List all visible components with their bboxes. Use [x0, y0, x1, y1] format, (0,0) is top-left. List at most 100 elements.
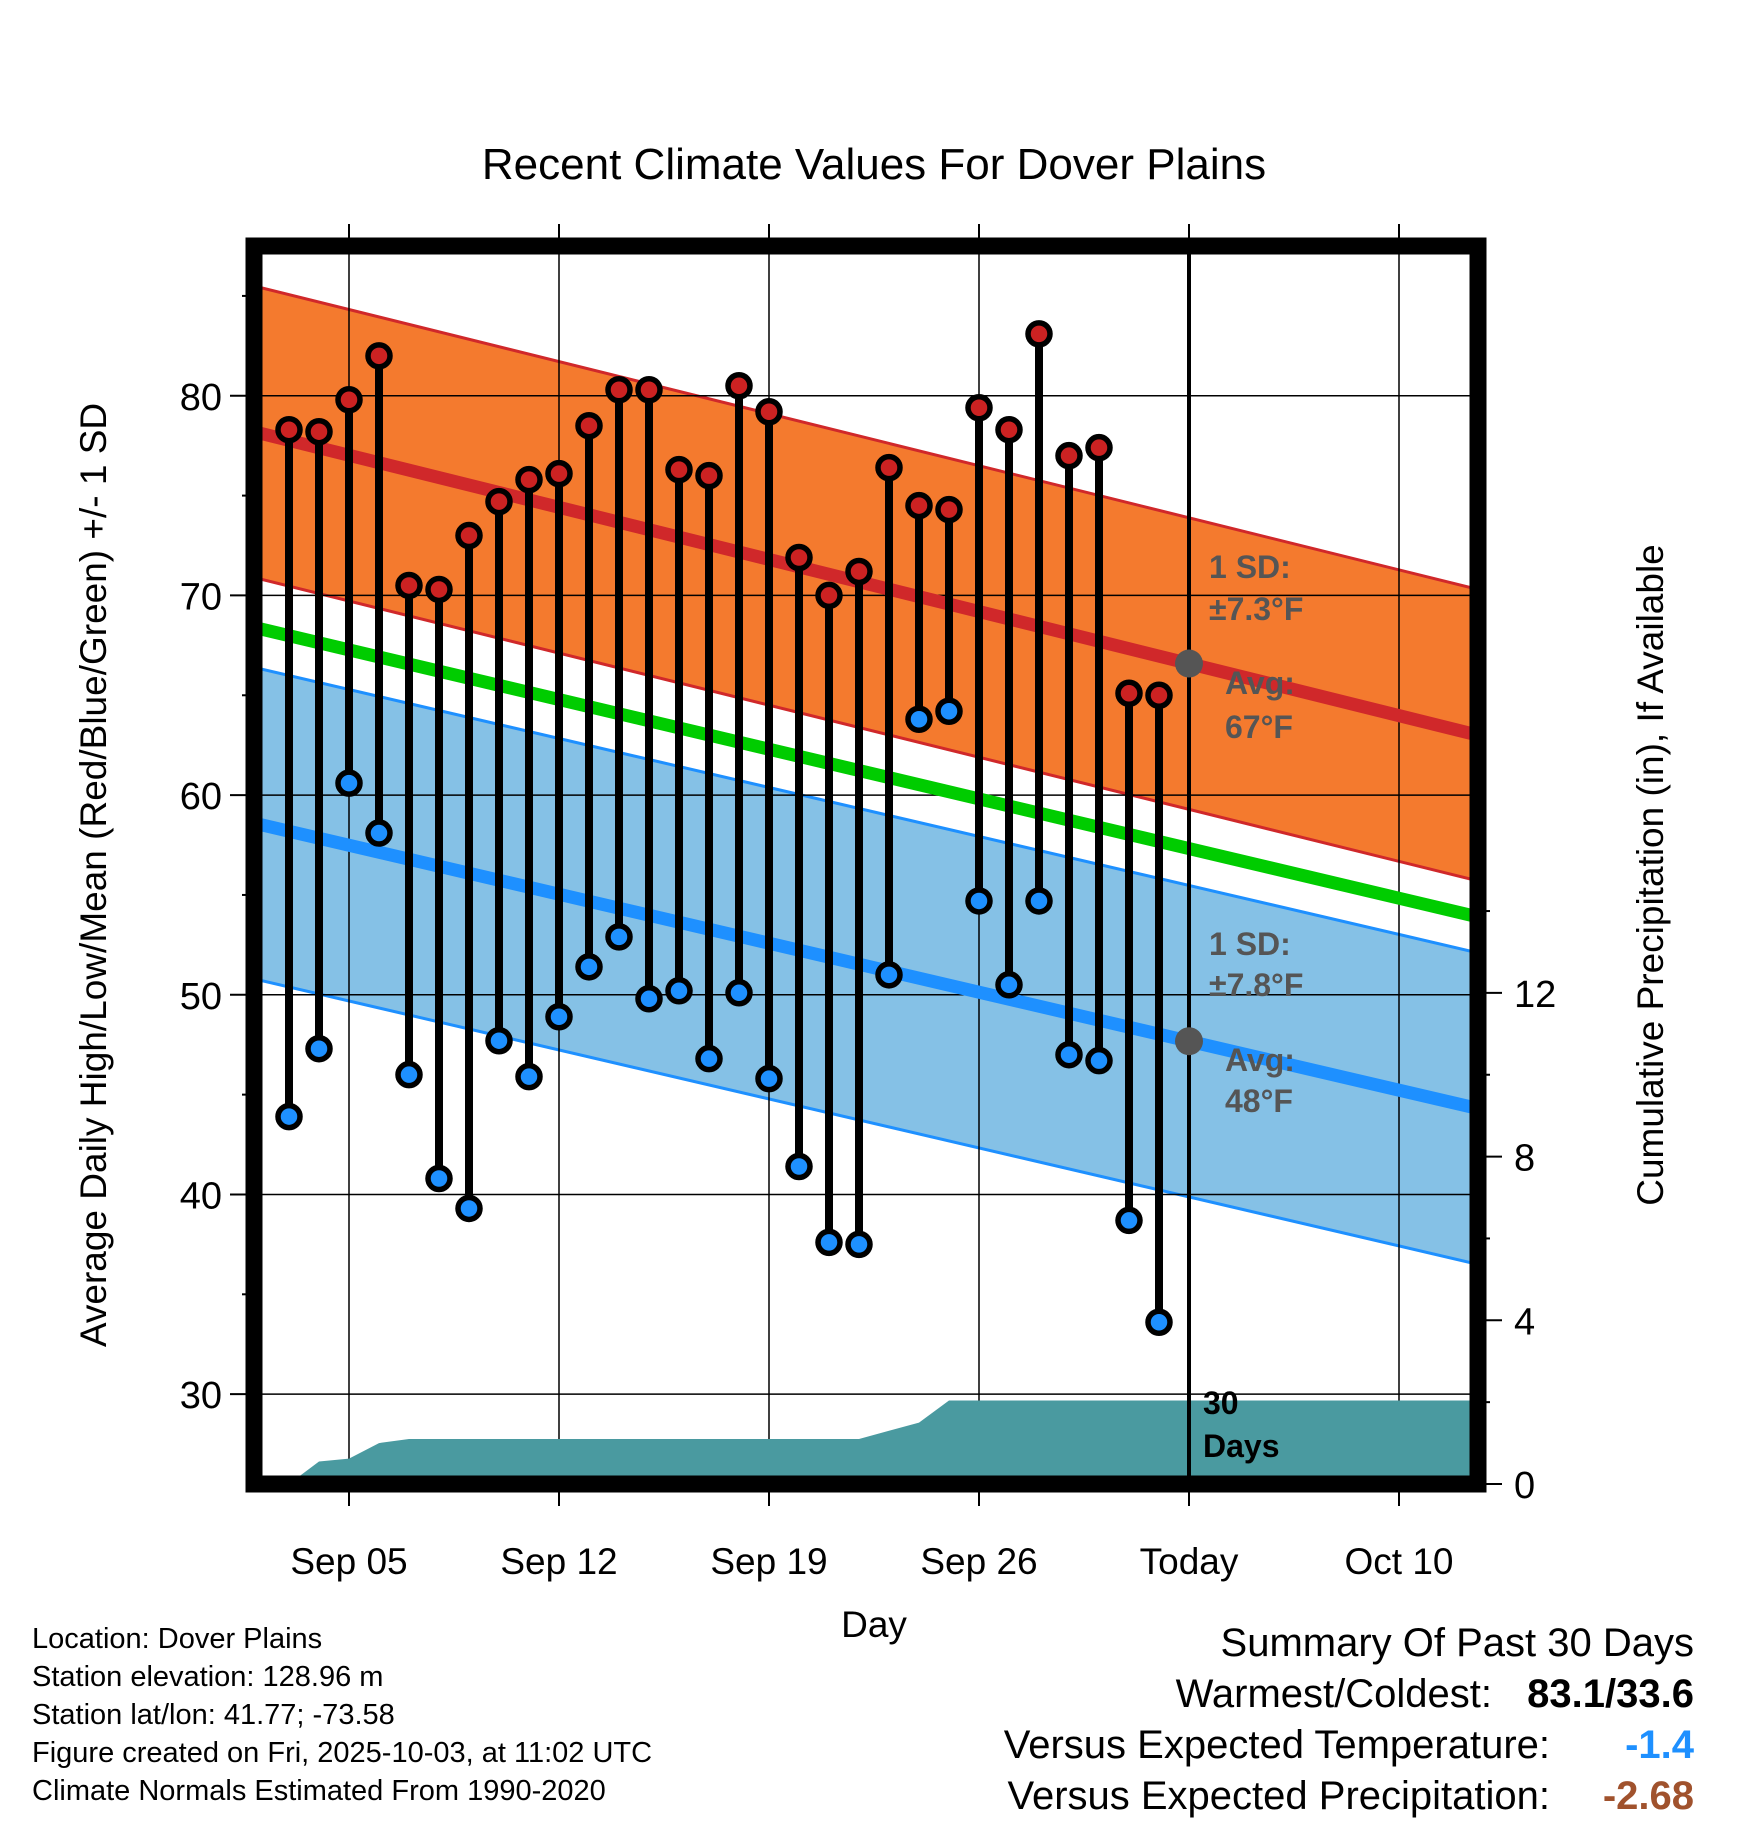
y-tick-label: 60	[180, 776, 222, 818]
high-point	[755, 397, 783, 426]
location-text: Location: Dover Plains	[32, 1623, 323, 1655]
summary-panel: Summary Of Past 30 Days Warmest/Coldest:…	[1004, 1618, 1694, 1822]
high-point	[1115, 679, 1143, 708]
high-point	[455, 521, 483, 550]
high-point	[515, 465, 543, 494]
low-point	[905, 705, 933, 733]
low-point	[275, 1102, 303, 1131]
low-point	[935, 697, 963, 725]
low-point	[755, 1064, 783, 1093]
normal-high-line	[254, 425, 1478, 742]
precip-area	[254, 1400, 1478, 1484]
high-point	[335, 386, 363, 414]
x-axis-label: Day	[841, 1604, 907, 1645]
x-tick-label: Sep 19	[710, 1541, 827, 1582]
low-point	[965, 887, 993, 915]
low-sd-label: 1 SD:	[1209, 926, 1291, 962]
y-tick-label: 70	[180, 576, 222, 618]
low-point	[1145, 1308, 1173, 1337]
chart-title: Recent Climate Values For Dover Plains	[482, 140, 1266, 189]
y2-axis-label: Cumulative Precipitation (in), If Availa…	[1630, 544, 1671, 1206]
plot-inner	[254, 246, 1478, 1484]
y-axis-label: Average Daily High/Low/Mean (Red/Blue/Gr…	[73, 403, 114, 1347]
latlon-text: Station lat/lon: 41.77; -73.58	[32, 1699, 395, 1731]
low-point	[1025, 887, 1053, 915]
high-sd-band-upper-edge	[254, 284, 1478, 591]
high-point	[545, 459, 573, 488]
low-point	[455, 1194, 483, 1223]
x-tick-label: Sep 05	[290, 1541, 407, 1582]
low-point	[845, 1230, 873, 1259]
high-point	[1085, 433, 1113, 462]
high-avg-value: 67°F	[1225, 709, 1293, 745]
high-point	[575, 411, 603, 440]
normals-text: Climate Normals Estimated From 1990-2020	[32, 1775, 606, 1807]
today-high-avg-marker	[1175, 649, 1203, 678]
high-point	[1025, 320, 1053, 348]
low-point	[785, 1152, 813, 1181]
precip-anomaly-value: -2.68	[1602, 1774, 1694, 1818]
y2-tick-label: 4	[1514, 1301, 1535, 1343]
today-low-avg-marker	[1175, 1027, 1203, 1056]
low-point	[1055, 1040, 1083, 1069]
created-text: Figure created on Fri, 2025-10-03, at 11…	[32, 1737, 653, 1769]
high-point	[605, 376, 633, 404]
precip-anomaly-label: Versus Expected Precipitation:	[1007, 1774, 1550, 1818]
temp-anomaly-label: Versus Expected Temperature:	[1003, 1723, 1550, 1767]
low-point	[365, 819, 393, 847]
low-point	[305, 1034, 333, 1063]
y-tick-label: 80	[180, 377, 222, 419]
y-tick-label: 40	[180, 1175, 222, 1217]
temp-anomaly-value: -1.4	[1625, 1723, 1694, 1767]
high-point	[635, 376, 663, 404]
low-point	[395, 1060, 423, 1089]
high-point	[665, 455, 693, 484]
low-point	[545, 1003, 573, 1031]
normal-low-line	[254, 816, 1478, 1115]
low-sd-band-upper-edge	[254, 665, 1478, 955]
low-point	[665, 977, 693, 1005]
summary-title: Summary Of Past 30 Days	[1220, 1621, 1694, 1665]
high-point	[1145, 681, 1173, 710]
low-sd-value: ±7.8°F	[1209, 967, 1303, 1003]
low-point	[815, 1228, 843, 1257]
low-point	[425, 1164, 453, 1193]
high-point	[875, 453, 903, 482]
high-point	[425, 575, 453, 604]
high-point	[485, 487, 513, 516]
high-point	[305, 417, 333, 446]
high-point	[275, 415, 303, 444]
x-tick-label: Today	[1140, 1541, 1239, 1582]
low-point	[725, 979, 753, 1007]
low-point	[575, 953, 603, 981]
high-sd-value: ±7.3°F	[1209, 591, 1303, 627]
low-point	[485, 1026, 513, 1055]
low-point	[635, 985, 663, 1013]
low-point	[605, 923, 633, 951]
low-point	[335, 769, 363, 797]
x-tick-label: Sep 26	[920, 1541, 1037, 1582]
y2-tick-label: 8	[1514, 1138, 1535, 1180]
y-tick-label: 30	[180, 1375, 222, 1417]
days-unit-label: Days	[1203, 1428, 1280, 1464]
warm-cold-label: Warmest/Coldest:	[1175, 1672, 1492, 1716]
high-point	[1055, 441, 1083, 470]
annotations: 1 SD: ±7.3°F Avg: 67°F 1 SD: ±7.8°F Avg:…	[1203, 549, 1303, 1464]
x-tick-label: Sep 12	[500, 1541, 617, 1582]
high-point	[365, 342, 393, 370]
high-point	[905, 491, 933, 520]
high-sd-band-lower-edge	[254, 576, 1478, 883]
high-point	[695, 461, 723, 490]
elevation-text: Station elevation: 128.96 m	[32, 1661, 384, 1693]
x-tick-label: Oct 10	[1345, 1541, 1454, 1582]
summary-temp-row: Versus Expected Temperature: -1.4	[1004, 1720, 1694, 1771]
summary-warm-cold-row: Warmest/Coldest: 83.1/33.6	[1004, 1669, 1694, 1720]
y2-tick-label: 12	[1514, 974, 1556, 1016]
low-point	[695, 1044, 723, 1073]
station-info: Location: Dover Plains Station elevation…	[32, 1620, 652, 1810]
high-sd-label: 1 SD:	[1209, 549, 1291, 585]
warm-cold-value: 83.1/33.6	[1527, 1672, 1694, 1716]
high-avg-label: Avg:	[1225, 665, 1295, 701]
high-point	[725, 372, 753, 400]
